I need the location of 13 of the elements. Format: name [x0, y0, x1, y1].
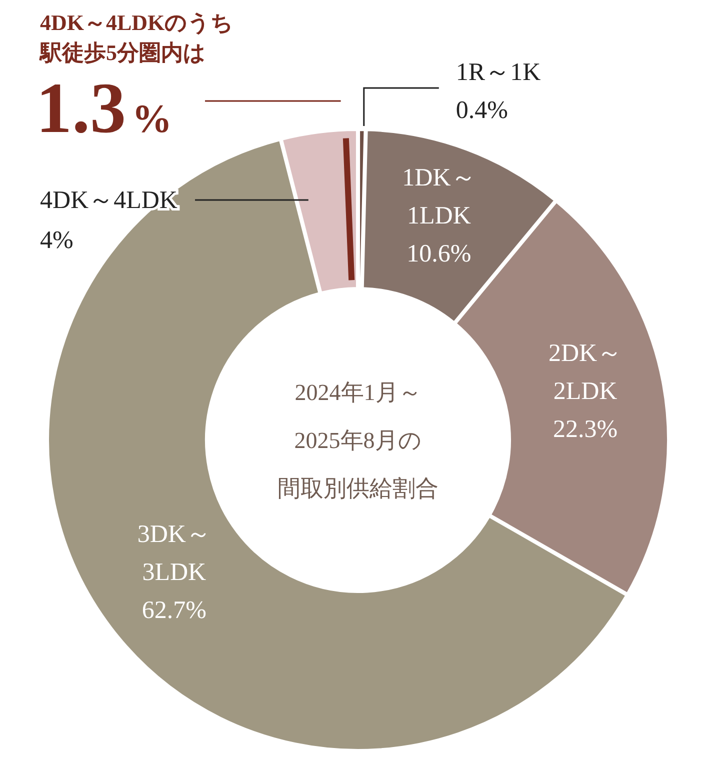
text: 1.3% — [36, 68, 172, 148]
data-label: 0.4% — [456, 97, 508, 124]
data-label: 4% — [40, 227, 74, 254]
data-label: 22.3% — [553, 416, 618, 443]
text: 4DK～4LDKのうち — [40, 10, 234, 35]
slice-label: 3DK～3LDK — [137, 520, 211, 586]
slice-label: 2DK～2LDK — [548, 340, 622, 405]
slice-label: 1DK～1LDK — [402, 164, 476, 230]
text: 2024年1月～2025年8月の間取別供給割合 — [278, 380, 438, 501]
text: 駅徒歩5分圏内は — [39, 40, 206, 65]
data-label: 10.6% — [406, 240, 472, 268]
data-label: 62.7% — [142, 596, 206, 624]
slice-label: 1R～1K — [456, 59, 541, 86]
